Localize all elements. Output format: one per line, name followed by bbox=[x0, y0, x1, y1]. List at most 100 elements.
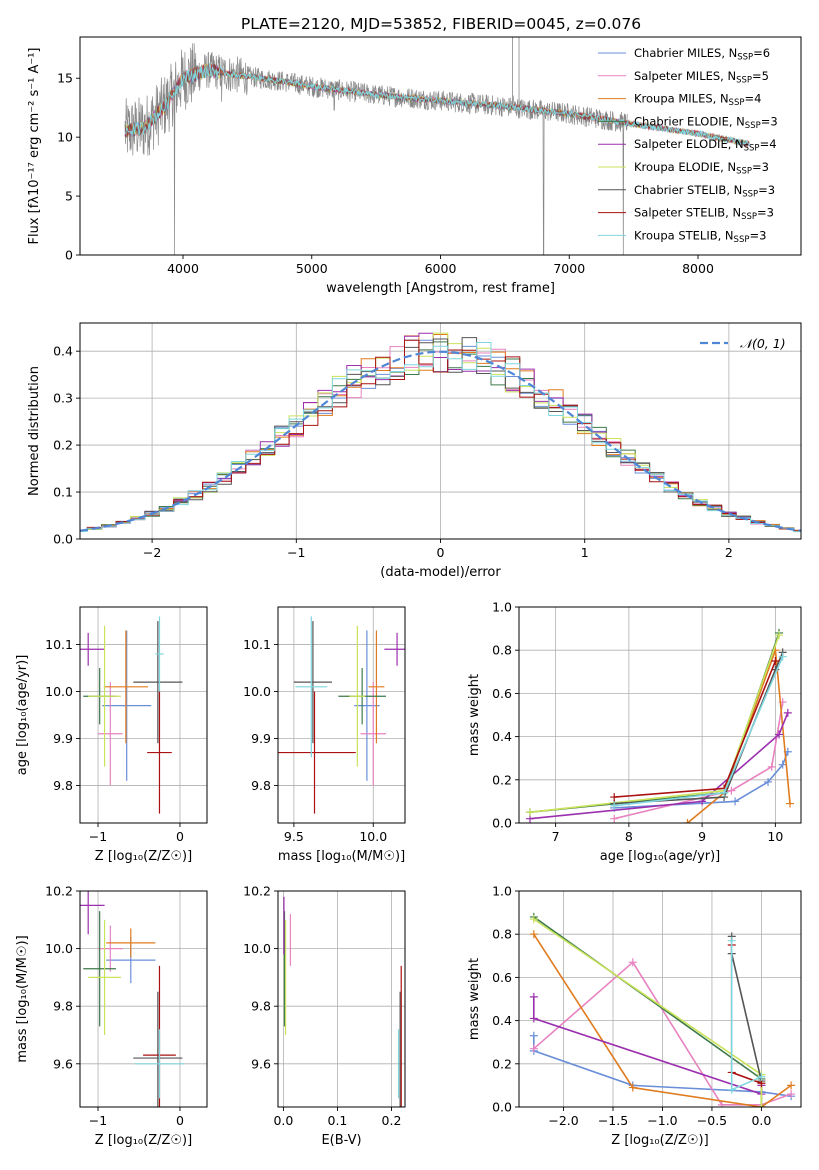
mass-weight-marker bbox=[771, 657, 780, 665]
y-axis-label: Flux [fλ10⁻¹⁷ erg cm⁻² s⁻¹ A⁻¹] bbox=[27, 48, 42, 245]
mass-weight-marker bbox=[529, 1014, 538, 1023]
x-tick-label: 0.2 bbox=[382, 1113, 402, 1128]
mass-weight-marker bbox=[778, 760, 787, 769]
figure-title: PLATE=2120, MJD=53852, FIBERID=0045, z=0… bbox=[241, 15, 641, 33]
y-tick-label: 0.8 bbox=[492, 927, 512, 942]
x-tick-label: 0 bbox=[176, 1113, 184, 1128]
y-tick-label: 1.0 bbox=[492, 884, 512, 899]
y-tick-label: 9.8 bbox=[53, 999, 73, 1014]
x-tick-label: 6000 bbox=[425, 261, 457, 276]
legend-label: Chabrier STELIB, NSSP=3 bbox=[634, 183, 775, 200]
y-tick-label: 10 bbox=[57, 130, 73, 145]
x-axis-label: Z [log₁₀(Z/Z☉)] bbox=[611, 1133, 708, 1148]
y-axis-label: mass weight bbox=[467, 674, 482, 756]
x-axis-label: Z [log₁₀(Z/Z☉)] bbox=[95, 1133, 192, 1148]
mass-weight-marker bbox=[786, 799, 795, 808]
y-tick-label: 10.0 bbox=[243, 941, 271, 956]
mass-weight-marker bbox=[727, 786, 736, 795]
y-tick-label: 10.1 bbox=[243, 637, 271, 652]
y-tick-label: 0.4 bbox=[53, 344, 73, 359]
x-tick-label: 8 bbox=[625, 829, 633, 844]
y-axis-label: mass [log₁₀(M/M☉)] bbox=[15, 935, 30, 1062]
plot-area-age-vs-Z bbox=[80, 616, 183, 814]
mass-weight-marker bbox=[628, 1083, 637, 1092]
y-tick-label: 0.3 bbox=[53, 391, 73, 406]
x-tick-label: 7 bbox=[552, 829, 560, 844]
y-axis-label: age [log₁₀(age/yr)] bbox=[15, 655, 30, 776]
y-axis-label: mass weight bbox=[467, 958, 482, 1040]
mass-weight-marker bbox=[683, 819, 692, 823]
legend-label: Chabrier ELODIE, NSSP=3 bbox=[634, 114, 778, 130]
normal-reference-curve bbox=[80, 350, 801, 532]
mass-weight-marker bbox=[529, 930, 538, 939]
mass-weight-line bbox=[533, 933, 792, 1107]
plot-area-spectrum bbox=[124, 37, 750, 255]
y-tick-label: 9.8 bbox=[251, 999, 271, 1014]
x-tick-label: −1 bbox=[89, 829, 107, 844]
spectrum-legend: Chabrier MILES, NSSP=6 Salpeter MILES, NS… bbox=[598, 46, 778, 245]
residual-histogram-step bbox=[80, 342, 801, 533]
mass-weight-marker bbox=[610, 814, 619, 823]
mass-weight-marker bbox=[787, 1090, 796, 1099]
panel-residuals: −2 −1 0 1 2 0.0 0.1 0.2 0.3 0.4 (data-model)/error… bbox=[27, 322, 802, 580]
y-tick-label: 10.0 bbox=[45, 684, 73, 699]
x-tick-label: 9 bbox=[698, 829, 706, 844]
y-tick-label: 10.1 bbox=[45, 637, 73, 652]
x-tick-label: 1 bbox=[581, 545, 589, 560]
mass-weight-marker bbox=[628, 958, 637, 967]
y-tick-label: 0.4 bbox=[492, 1013, 512, 1028]
plot-area-weight-vs-Z bbox=[529, 912, 796, 1107]
y-tick-label: 9.9 bbox=[53, 731, 73, 746]
mass-weight-marker bbox=[757, 1103, 766, 1107]
mass-weight-marker bbox=[727, 1085, 736, 1094]
y-tick-label: 0.6 bbox=[492, 686, 512, 701]
x-tick-label: 0.1 bbox=[328, 1113, 348, 1128]
x-tick-label: 5000 bbox=[296, 261, 328, 276]
plot-area-residuals bbox=[80, 332, 801, 533]
x-tick-label: 8000 bbox=[682, 261, 714, 276]
x-tick-label: 9.5 bbox=[284, 829, 304, 844]
mass-weight-marker bbox=[783, 708, 792, 717]
x-axis-label: E(B-V) bbox=[321, 1133, 361, 1148]
x-axis-label: (data-model)/error bbox=[380, 565, 501, 580]
plot-area-weight-vs-age bbox=[525, 628, 795, 823]
mass-weight-marker bbox=[720, 788, 729, 797]
y-tick-label: 9.9 bbox=[251, 731, 271, 746]
y-tick-label: 0.2 bbox=[492, 1056, 512, 1071]
mass-weight-marker bbox=[525, 808, 534, 817]
plot-area-age-vs-mass bbox=[278, 616, 405, 814]
x-tick-label: −1 bbox=[287, 545, 305, 560]
y-tick-label: 10.0 bbox=[243, 684, 271, 699]
x-tick-label: 7000 bbox=[553, 261, 585, 276]
panel-age-vs-mass: 9.5 10.0 9.8 9.9 10.0 10.1 mass [log₁₀(M/M☉)] bbox=[243, 606, 406, 864]
y-tick-label: 0.4 bbox=[492, 729, 512, 744]
y-tick-label: 0.6 bbox=[492, 970, 512, 985]
x-tick-label: −1 bbox=[89, 1113, 107, 1128]
x-axis-label: mass [log₁₀(M/M☉)] bbox=[278, 849, 405, 864]
panel-age-vs-Z: −1 0 9.8 9.9 10.0 10.1 Z [log₁₀(Z/Z☉)] age [log… bbox=[15, 606, 208, 864]
x-tick-label: 0 bbox=[437, 545, 445, 560]
mass-weight-marker bbox=[778, 652, 787, 661]
y-tick-label: 9.6 bbox=[53, 1056, 73, 1071]
x-tick-label: −0.5 bbox=[697, 1113, 727, 1128]
y-tick-label: 9.8 bbox=[251, 778, 271, 793]
x-axis-label: age [log₁₀(age/yr)] bbox=[600, 849, 721, 864]
y-tick-label: 15 bbox=[57, 71, 73, 86]
panel-mass-vs-Z: −1 0 9.6 9.8 10.0 10.2 Z [log₁₀(Z/Z☉)] mass [lo… bbox=[15, 884, 208, 1148]
mass-weight-marker bbox=[787, 1081, 796, 1090]
x-tick-label: −1.5 bbox=[598, 1113, 628, 1128]
y-tick-label: 0.2 bbox=[53, 438, 73, 453]
y-tick-label: 9.8 bbox=[53, 778, 73, 793]
x-tick-label: 4000 bbox=[167, 261, 199, 276]
x-tick-label: 10.0 bbox=[359, 829, 387, 844]
panel-mass-vs-ebv: 0.0 0.1 0.2 9.6 9.8 10.0 10.2 E(B-V) bbox=[243, 884, 406, 1148]
y-tick-label: 9.6 bbox=[251, 1056, 271, 1071]
legend-label: Kroupa MILES, NSSP=4 bbox=[634, 92, 761, 109]
mass-weight-marker bbox=[775, 730, 784, 739]
legend-label: Kroupa ELODIE, NSSP=3 bbox=[634, 160, 769, 177]
x-tick-label: 0 bbox=[176, 829, 184, 844]
mass-weight-marker bbox=[610, 793, 619, 802]
mass-weight-marker bbox=[731, 797, 740, 806]
y-tick-label: 0 bbox=[65, 248, 73, 263]
legend-label: Chabrier MILES, NSSP=6 bbox=[634, 46, 770, 63]
